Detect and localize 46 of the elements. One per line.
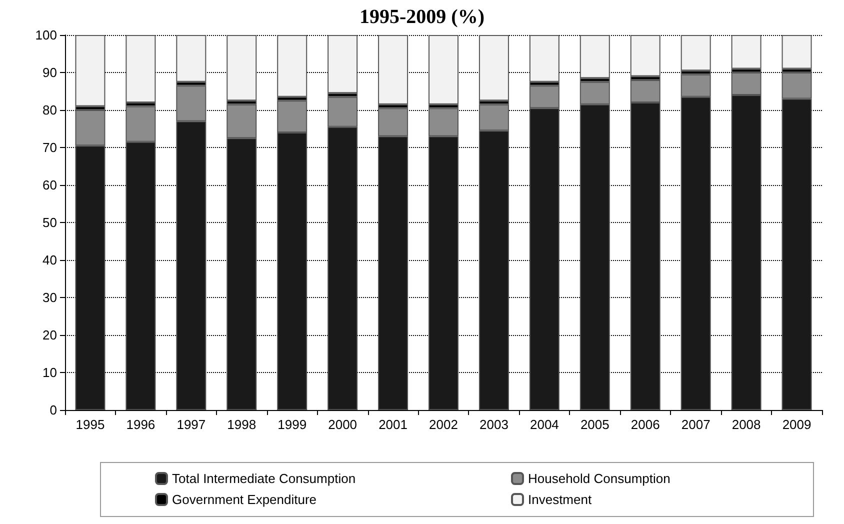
bar [529,35,560,82]
bar [630,35,660,76]
bar [782,35,812,69]
y-tick-label: 0 [50,402,57,418]
bar [176,35,206,82]
x-tick-label: 2003 [480,417,508,432]
y-tick-label: 90 [42,65,57,80]
bar [478,35,509,101]
y-tick-label: 10 [42,365,57,380]
x-tick-label: 2008 [732,417,761,432]
legend-label: Total Intermediate Consumption [172,471,356,486]
x-tick-label: 2000 [328,417,358,432]
x-tick-label: 2005 [580,417,610,432]
bar [580,35,610,78]
y-tick-label: 40 [42,252,57,268]
x-tick-label: 1996 [126,417,156,432]
bar [75,35,106,106]
bar [226,35,257,101]
y-tick-label: 20 [42,328,57,342]
x-tick-label: 2006 [630,417,660,432]
y-tick-label: 50 [42,215,57,230]
bar [126,35,156,102]
y-tick-label: 70 [42,140,57,155]
chart-title: 1995-2009 (%) [360,6,484,28]
legend-label: Investment [528,492,592,507]
x-tick-label: 1998 [227,417,256,432]
x-tick-label: 2009 [782,417,812,432]
x-tick-label: 1995 [76,417,105,432]
legend-label: Household Consumption [528,471,670,486]
x-tick-label: 2007 [681,417,710,432]
bar [428,35,458,104]
x-tick-label: 1999 [278,417,307,432]
bar [378,35,408,104]
bar [731,35,762,69]
y-tick-label: 80 [42,102,57,118]
x-tick-label: 2001 [378,417,408,432]
y-tick-label: 100 [35,28,57,42]
y-tick-label: 60 [42,178,57,192]
legend-label: Government Expenditure [172,492,317,507]
x-tick-label: 1997 [176,417,206,432]
x-tick-label: 2004 [530,417,559,432]
y-tick-label: 30 [42,290,57,305]
bar [277,35,308,97]
bar [328,35,358,94]
x-tick-label: 2002 [429,417,458,432]
bar [680,35,711,71]
